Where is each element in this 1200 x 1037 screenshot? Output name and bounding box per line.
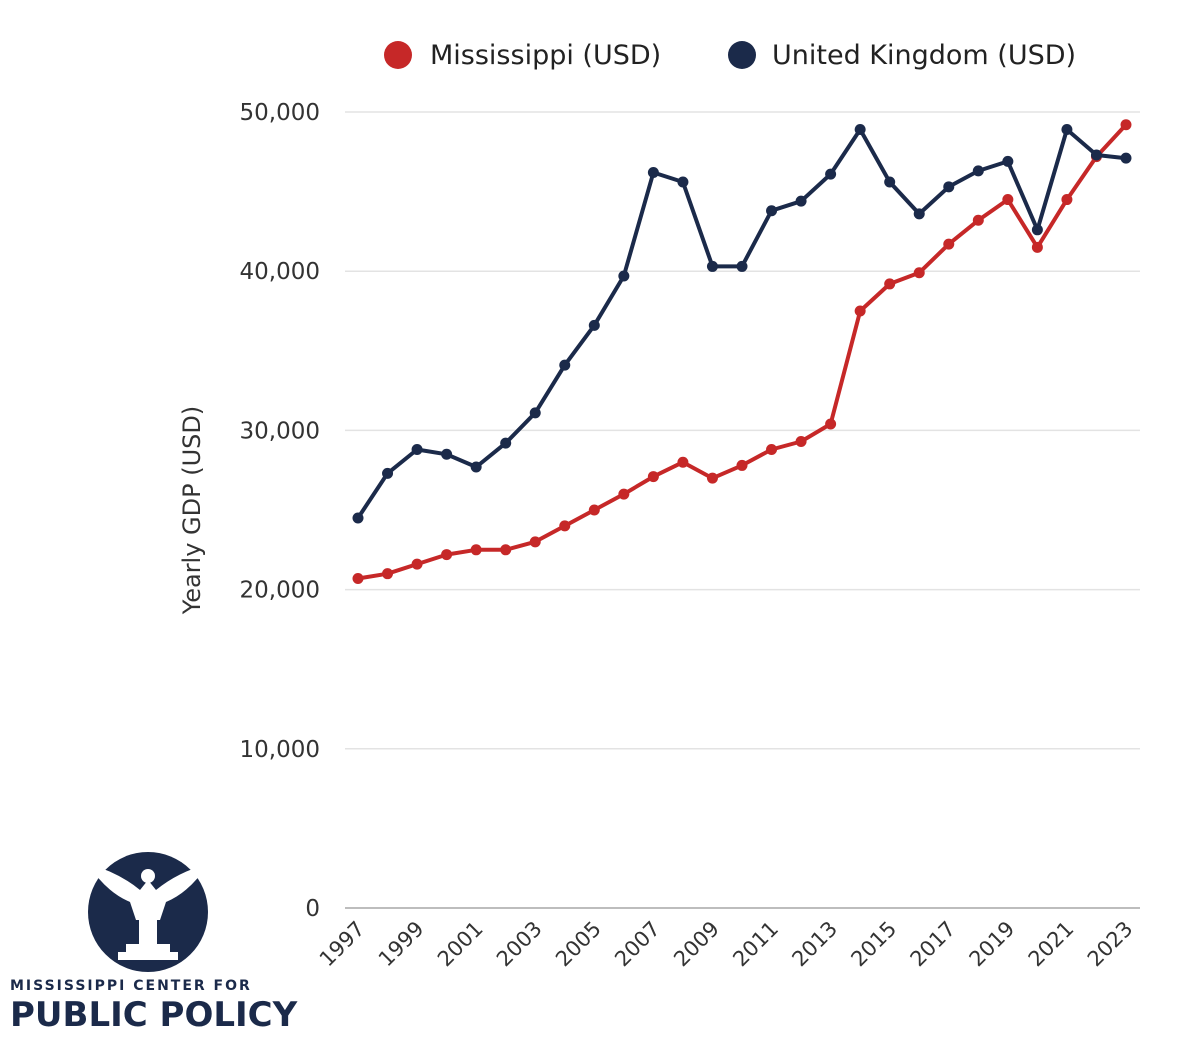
x-tick-label: 2003 (492, 917, 547, 972)
series-mississippi (352, 119, 1132, 584)
legend-label-mississippi: Mississippi (USD) (430, 40, 661, 71)
data-point-mississippi (913, 267, 925, 279)
data-point-united-kingdom (441, 448, 453, 460)
data-point-mississippi (1002, 194, 1014, 206)
x-tick-label: 2017 (906, 917, 961, 972)
x-tick-label: 2009 (669, 917, 724, 972)
data-point-united-kingdom (1002, 155, 1014, 167)
data-point-united-kingdom (1090, 149, 1102, 161)
data-point-united-kingdom (795, 195, 807, 207)
data-point-united-kingdom (529, 407, 541, 419)
y-tick-label: 10,000 (240, 737, 320, 763)
data-point-united-kingdom (736, 260, 748, 272)
series-line-mississippi (356, 122, 1128, 581)
data-point-united-kingdom (972, 165, 984, 177)
data-point-mississippi (470, 544, 482, 556)
data-point-mississippi (706, 472, 718, 484)
y-axis-title: Yearly GDP (USD) (178, 406, 206, 616)
x-tick-label: 2021 (1024, 917, 1079, 972)
data-point-united-kingdom (559, 359, 571, 371)
org-name-line2: PUBLIC POLICY (10, 995, 298, 1035)
data-point-mississippi (1120, 119, 1132, 131)
y-tick-label: 40,000 (240, 259, 320, 285)
org-name-line1: MISSISSIPPI CENTER FOR (10, 978, 252, 994)
data-point-united-kingdom (618, 270, 630, 282)
x-tick-label: 2011 (728, 917, 783, 972)
data-point-mississippi (972, 214, 984, 226)
x-axis-ticks: 1997 1999 2001 2003 2005 2007 2009 2011 2013 2015… (315, 917, 1138, 972)
x-tick-label: 2023 (1083, 917, 1138, 972)
x-tick-label: 2013 (787, 917, 842, 972)
data-point-united-kingdom (382, 467, 394, 479)
x-tick-label: 2005 (551, 917, 606, 972)
data-point-united-kingdom (766, 205, 778, 217)
data-point-mississippi (766, 444, 778, 456)
x-tick-label: 2015 (846, 917, 901, 972)
data-point-mississippi (441, 549, 453, 561)
org-logo: MISSISSIPPI CENTER FOR PUBLIC POLICY (10, 852, 298, 1035)
data-point-united-kingdom (411, 444, 423, 456)
data-point-mississippi (559, 520, 571, 532)
series-united-kingdom (352, 124, 1132, 524)
data-point-mississippi (854, 305, 866, 317)
data-point-united-kingdom (352, 512, 364, 524)
data-point-mississippi (736, 459, 748, 471)
y-tick-label: 30,000 (240, 418, 320, 444)
data-point-united-kingdom (1031, 224, 1043, 236)
data-point-mississippi (411, 558, 423, 570)
data-point-united-kingdom (500, 437, 512, 449)
data-point-united-kingdom (1061, 124, 1073, 136)
data-point-united-kingdom (677, 176, 689, 188)
data-point-united-kingdom (1120, 152, 1132, 164)
y-axis-ticks: 0 10,000 20,000 30,000 40,000 50,000 (240, 100, 320, 922)
data-point-united-kingdom (884, 176, 896, 188)
legend-marker-united-kingdom (728, 41, 756, 69)
data-point-mississippi (795, 436, 807, 448)
data-point-united-kingdom (854, 124, 866, 136)
x-tick-label: 1997 (315, 917, 370, 972)
x-tick-label: 1999 (374, 917, 429, 972)
data-point-mississippi (588, 504, 600, 516)
data-point-mississippi (618, 488, 630, 500)
data-point-united-kingdom (647, 166, 659, 178)
data-point-mississippi (500, 544, 512, 556)
legend: Mississippi (USD) United Kingdom (USD) (384, 40, 1076, 71)
data-point-mississippi (352, 572, 364, 584)
data-point-united-kingdom (913, 208, 925, 220)
series-line-united-kingdom (356, 127, 1128, 520)
data-point-mississippi (884, 278, 896, 290)
data-point-mississippi (1031, 241, 1043, 253)
data-point-mississippi (943, 238, 955, 250)
data-point-mississippi (825, 418, 837, 430)
data-point-united-kingdom (943, 181, 955, 193)
legend-marker-mississippi (384, 41, 412, 69)
data-point-mississippi (529, 536, 541, 548)
y-tick-label: 20,000 (240, 578, 320, 604)
data-point-mississippi (647, 471, 659, 483)
data-point-mississippi (677, 456, 689, 468)
x-tick-label: 2007 (610, 917, 665, 972)
legend-label-united-kingdom: United Kingdom (USD) (772, 40, 1076, 71)
y-tick-label: 0 (305, 896, 320, 922)
series-layer (352, 119, 1132, 584)
data-point-united-kingdom (588, 319, 600, 331)
data-point-united-kingdom (706, 260, 718, 272)
y-tick-label: 50,000 (240, 100, 320, 126)
x-tick-label: 2019 (965, 917, 1020, 972)
data-point-mississippi (1061, 194, 1073, 206)
data-point-united-kingdom (825, 168, 837, 180)
gridlines (345, 111, 1140, 909)
eagle-seal-icon (88, 852, 208, 972)
data-point-united-kingdom (470, 461, 482, 473)
data-point-mississippi (382, 568, 394, 580)
x-tick-label: 2001 (433, 917, 488, 972)
